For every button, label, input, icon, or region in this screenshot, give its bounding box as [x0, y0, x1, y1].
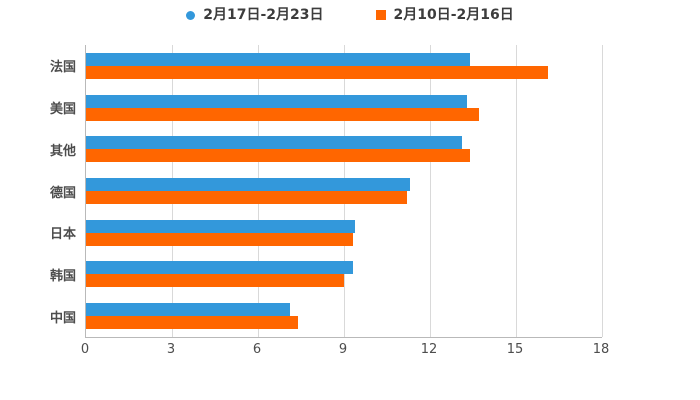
legend-item-series-2[interactable]: 2月10日-2月16日	[375, 7, 514, 23]
gridline-x-15	[516, 45, 517, 337]
bar-group-3	[86, 170, 602, 212]
x-tick-label-9: 9	[338, 342, 348, 357]
bar-series-1-cat-1[interactable]	[86, 94, 468, 108]
category-label-4: 日本	[49, 227, 76, 243]
bar-series-2-cat-1[interactable]	[86, 107, 479, 121]
bar-series-2-cat-0[interactable]	[86, 65, 548, 79]
bar-group-2	[86, 128, 602, 170]
y-axis-labels: 法国美国其他德国日本韩国中国	[0, 45, 76, 337]
legend: 2月17日-2月23日 2月10日-2月16日	[0, 5, 700, 25]
bar-series-1-cat-4[interactable]	[86, 219, 356, 233]
bar-series-2-cat-3[interactable]	[86, 191, 408, 205]
bar-series-1-cat-0[interactable]	[86, 52, 471, 66]
legend-item-series-1[interactable]: 2月17日-2月23日	[186, 7, 324, 23]
legend-square-marker-icon	[375, 10, 386, 20]
x-tick-label-6: 6	[252, 342, 262, 357]
bar-series-1-cat-2[interactable]	[86, 136, 462, 150]
bar-group-6	[86, 295, 602, 337]
legend-circle-marker-icon	[186, 10, 196, 20]
category-label-0: 法国	[49, 60, 76, 76]
bar-series-2-cat-5[interactable]	[86, 274, 344, 288]
bar-group-4	[86, 212, 602, 254]
bar-series-2-cat-6[interactable]	[86, 316, 299, 330]
legend-label-series-2: 2月10日-2月16日	[393, 7, 514, 23]
x-tick-label-12: 12	[420, 342, 438, 357]
category-label-2: 其他	[49, 143, 76, 159]
x-tick-label-18: 18	[592, 342, 610, 357]
legend-label-series-1: 2月17日-2月23日	[203, 7, 324, 23]
x-tick-label-3: 3	[166, 342, 176, 357]
plot-area	[85, 45, 603, 338]
x-tick-label-15: 15	[506, 342, 524, 357]
x-axis-labels: 0 3 6 9 12 15 18	[81, 342, 609, 360]
bar-series-2-cat-2[interactable]	[86, 149, 471, 163]
gridline-x-12	[430, 45, 431, 337]
bar-group-5	[86, 254, 602, 296]
category-label-3: 德国	[49, 185, 76, 201]
category-label-6: 中国	[49, 310, 76, 326]
category-label-5: 韩国	[49, 268, 76, 284]
gridline-x-18	[602, 45, 603, 337]
bar-rows	[86, 45, 602, 337]
bar-series-1-cat-3[interactable]	[86, 178, 410, 192]
bar-series-2-cat-4[interactable]	[86, 232, 353, 246]
bar-group-0	[86, 45, 602, 87]
bar-series-1-cat-5[interactable]	[86, 261, 353, 275]
bar-group-1	[86, 87, 602, 129]
category-label-1: 美国	[49, 102, 76, 118]
x-tick-label-0: 0	[80, 342, 90, 357]
bar-series-1-cat-6[interactable]	[86, 303, 290, 317]
